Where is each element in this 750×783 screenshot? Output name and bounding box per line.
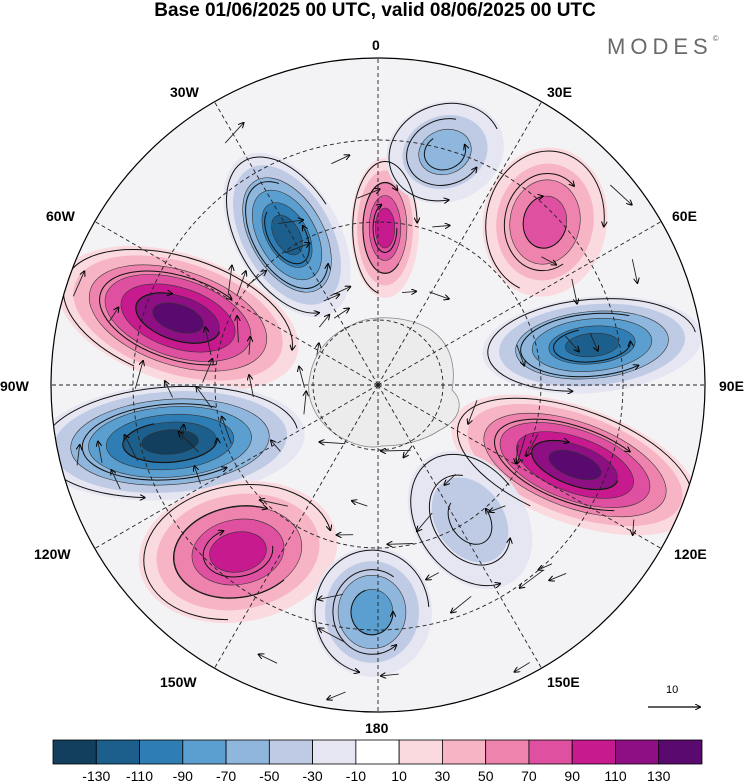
stream-pos-3 [143, 484, 343, 621]
anomaly-neg-6 [386, 100, 504, 204]
colorbar-tick-label: -50 [259, 768, 279, 783]
stream-pos-8 [456, 397, 710, 512]
lon-label-0: 0 [372, 37, 380, 53]
colorbar-tick-label: -10 [346, 768, 366, 783]
stream-pos-1 [62, 248, 310, 367]
stream-neg-7 [487, 298, 696, 398]
anomaly-field [51, 100, 702, 677]
colorbar-tick-label: 130 [647, 768, 671, 783]
colorbar-swatch [52, 739, 97, 765]
page-title: Base 01/06/2025 00 UTC, valid 08/06/2025… [154, 0, 596, 21]
lon-label-30w: 30W [170, 84, 199, 100]
lon-label-120w: 120W [34, 546, 71, 562]
lon-label-180: 180 [365, 720, 389, 736]
anomaly-pos-9 [482, 147, 608, 297]
anomaly-pos-8 [451, 394, 699, 536]
stream-neg-10 [410, 453, 552, 607]
brand-text: MODES [607, 34, 713, 59]
colorbar-tick-label: -90 [173, 768, 193, 783]
copyright-mark: © [712, 34, 719, 43]
colorbar-swatch [312, 739, 357, 765]
anomaly-pos-1 [57, 245, 299, 391]
lon-label-60e: 60E [672, 208, 697, 224]
graticule [51, 58, 705, 712]
anomaly-pos-3 [138, 480, 338, 624]
antarctica-continent [308, 317, 460, 448]
stream-pos-9 [485, 150, 615, 289]
colorbar-swatch [355, 739, 400, 765]
colorbar-tick-label: -70 [216, 768, 236, 783]
colorbar-swatch [615, 739, 660, 765]
anomaly-neg-4 [312, 547, 432, 677]
lon-label-150w: 150W [160, 674, 197, 690]
colorbar-swatch [225, 739, 270, 765]
colorbar-tick-label: 90 [564, 768, 580, 783]
lon-label-150e: 150E [547, 674, 580, 690]
modes-logo: MODES© [607, 34, 719, 60]
colorbar-swatch [571, 739, 616, 765]
colorbar-tick-label: 10 [391, 768, 407, 783]
lon-label-60w: 60W [46, 208, 75, 224]
colorbar-tick-label: -130 [82, 768, 110, 783]
colorbar-swatch [182, 739, 227, 765]
lon-label-120e: 120E [674, 546, 707, 562]
colorbar-swatch [95, 739, 140, 765]
colorbar-swatch [658, 739, 703, 765]
colorbar-swatch [528, 739, 573, 765]
colorbar-tick-label: 70 [521, 768, 537, 783]
colorbar-swatch [398, 739, 443, 765]
colorbar-swatch [139, 739, 184, 765]
lon-label-90e: 90E [719, 378, 744, 394]
colorbar-tick-label: 50 [478, 768, 494, 783]
reference-vector-label: 10 [666, 684, 679, 696]
lon-label-90w: 90W [0, 378, 29, 394]
anomaly-pos-5 [351, 158, 419, 298]
colorbar-swatch [485, 739, 530, 765]
anomaly-neg-10 [407, 450, 533, 590]
colorbar-swatch [441, 739, 487, 765]
colorbar-tick-label: -30 [302, 768, 322, 783]
anomaly-neg-2 [51, 383, 305, 501]
colorbar-tick-label: 30 [435, 768, 451, 783]
map-border [50, 57, 706, 713]
stream-neg-4 [314, 549, 430, 672]
colorbar-swatch [268, 739, 313, 765]
stream-pos-5 [352, 161, 417, 294]
colorbar-tick-label: 110 [604, 768, 627, 783]
anomaly-neg-0 [223, 152, 351, 318]
colorbar-tick-label: -110 [126, 768, 153, 783]
lon-label-30e: 30E [547, 84, 572, 100]
streamlines [51, 102, 710, 699]
